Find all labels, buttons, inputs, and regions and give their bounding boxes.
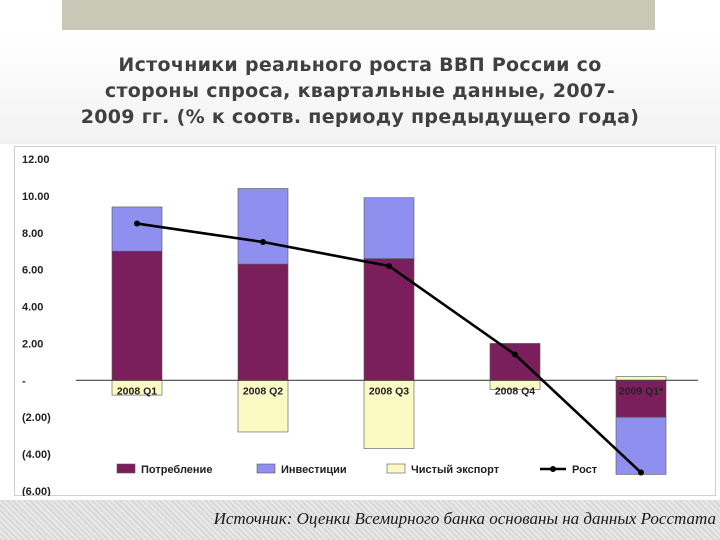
category-label: 2008 Q1 — [117, 385, 157, 397]
y-tick-label: (4.00) — [22, 449, 51, 461]
category-label: 2009 Q1* — [619, 385, 664, 397]
title-area: Источники реального роста ВВП России со … — [0, 34, 720, 144]
legend-swatch — [386, 463, 406, 474]
bar-segment — [237, 188, 289, 265]
y-tick-label: 10.00 — [22, 191, 50, 203]
y-tick-label: 2.00 — [22, 338, 43, 350]
legend-label: Потребление — [141, 464, 212, 476]
bar-segment — [363, 380, 415, 449]
bar-segment — [111, 250, 163, 381]
header-band — [62, 0, 655, 30]
legend-label: Инвестиции — [281, 464, 347, 476]
category-label: 2008 Q3 — [369, 385, 409, 397]
legend-swatch — [256, 463, 276, 474]
legend-line-marker — [550, 466, 556, 472]
legend-label: Рост — [572, 464, 598, 476]
y-tick-label: (2.00) — [22, 412, 51, 424]
bar-segment — [237, 380, 289, 433]
chart-svg: 12.00 10.00 8.00 6.00 4.00 2.00 - (2.00) (4.00) (… — [14, 146, 716, 496]
footer-band — [0, 500, 720, 540]
y-tick-label: 12.00 — [22, 154, 50, 166]
category-label: 2008 Q4 — [495, 385, 535, 397]
bar-segment — [363, 197, 415, 259]
y-tick-label: 4.00 — [22, 302, 43, 314]
legend-swatch — [116, 463, 136, 474]
growth-point — [260, 239, 266, 245]
y-tick-label: - — [22, 375, 26, 387]
growth-point — [134, 220, 140, 227]
y-tick-label: 6.00 — [22, 265, 43, 277]
chart-area: 12.00 10.00 8.00 6.00 4.00 2.00 - (2.00) (4.00) (… — [14, 146, 716, 496]
growth-point — [386, 262, 392, 269]
growth-point — [512, 351, 518, 358]
category-label: 2008 Q2 — [243, 385, 283, 397]
bar-segment — [489, 343, 541, 381]
legend-label: Чистый экспорт — [411, 464, 500, 476]
bar-segment — [111, 206, 163, 252]
chart-title: Источники реального роста ВВП России со … — [80, 54, 640, 128]
y-tick-label: 8.00 — [22, 228, 43, 240]
bar-segment — [615, 416, 667, 475]
growth-point — [638, 469, 644, 476]
y-tick-label: (6.00) — [22, 486, 51, 496]
bar-segment — [237, 263, 289, 381]
source-note: Источник: Оценки Всемирного банка основа… — [213, 509, 716, 528]
chart-frame — [14, 146, 716, 496]
